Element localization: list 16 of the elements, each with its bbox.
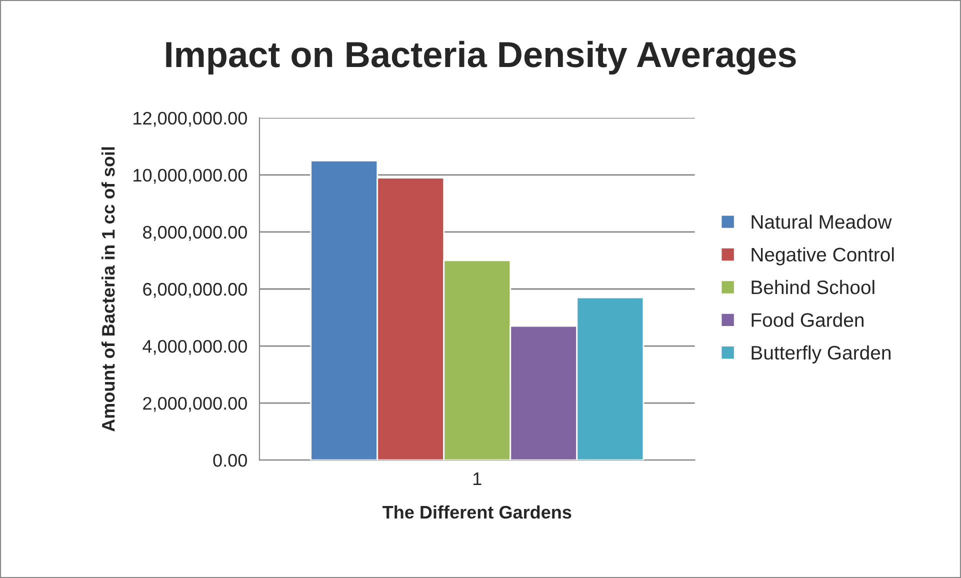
chart-title: Impact on Bacteria Density Averages (166, 40, 796, 75)
legend-label: Behind School (752, 280, 874, 294)
y-tick-label: 8,000,000.00 (143, 226, 247, 241)
x-axis-title: The Different Gardens (382, 505, 572, 519)
legend-label: Food Garden (752, 312, 864, 327)
x-tick-label: 1 (473, 472, 482, 485)
legend-label: Natural Meadow (752, 214, 892, 229)
legend-label: Butterfly Garden (752, 345, 890, 364)
y-axis-title: Amount of Bacteria in 1 cc of soil (101, 147, 115, 432)
legend-label: Negative Control (752, 247, 894, 266)
y-tick-label: 4,000,000.00 (142, 340, 247, 355)
y-tick-label: 12,000,000.00 (134, 112, 247, 127)
y-tick-label: 2,000,000.00 (143, 396, 247, 412)
y-tick-label: 0.00 (213, 454, 247, 467)
y-tick-label: 10,000,000.00 (134, 168, 247, 184)
y-tick-label: 6,000,000.00 (143, 282, 247, 298)
